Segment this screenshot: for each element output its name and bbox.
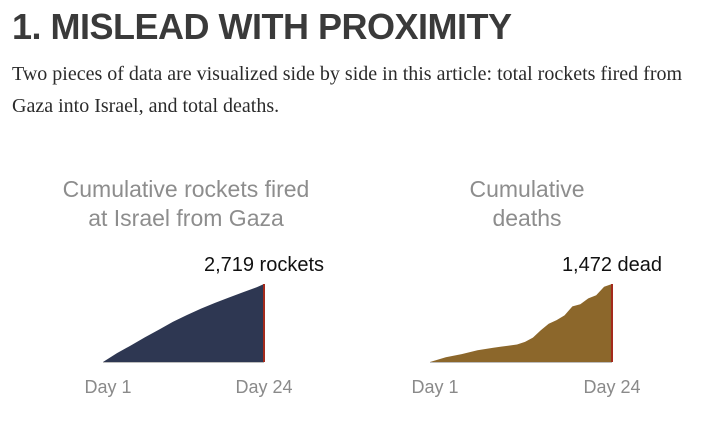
deaths-chart-title-line-1: Cumulative [469, 176, 585, 202]
deaths-x-tick-end: Day 24 [583, 377, 640, 397]
rockets-area-series [103, 284, 264, 362]
rockets-x-tick-start: Day 1 [84, 377, 131, 397]
deaths-x-tick-start: Day 1 [411, 377, 458, 397]
rockets-chart-title: Cumulative rockets fired at Israel from … [36, 175, 336, 233]
rockets-x-tick-end: Day 24 [235, 377, 292, 397]
intro-paragraph: Two pieces of data are visualized side b… [12, 63, 683, 117]
rockets-chart-title-line-2: at Israel from Gaza [88, 205, 284, 231]
deaths-area-series [430, 284, 612, 362]
deaths-chart-title-line-2: deaths [492, 205, 562, 231]
page-heading: 1. MISLEAD WITH PROXIMITY [12, 6, 512, 47]
rockets-chart-title-line-1: Cumulative rockets fired [62, 176, 310, 202]
deaths-end-value-label: 1,472 dead [562, 254, 662, 276]
deaths-chart-title: Cumulative deaths [377, 175, 677, 233]
rockets-end-value-label: 2,719 rockets [204, 254, 324, 276]
